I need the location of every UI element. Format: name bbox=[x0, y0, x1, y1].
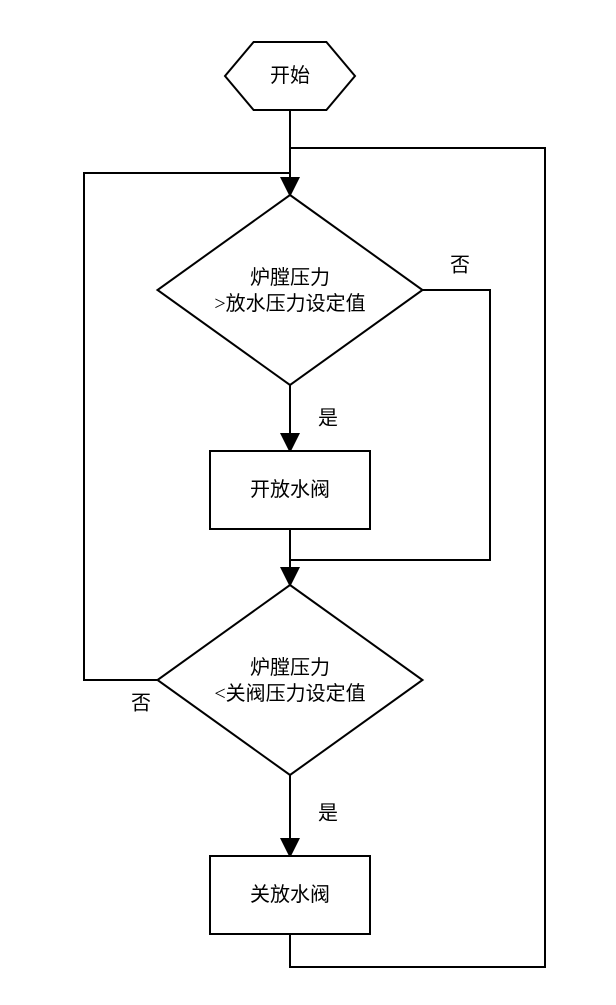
decision-drain-pressure-text-2: >放水压力设定值 bbox=[214, 292, 365, 315]
start-label: 开始 bbox=[270, 64, 310, 87]
edge-label: 否 bbox=[450, 255, 470, 277]
process-close-valve-label: 关放水阀 bbox=[250, 883, 330, 906]
edge-label: 是 bbox=[318, 408, 338, 430]
decision-close-pressure-text-1: 炉膛压力 bbox=[250, 656, 330, 679]
decision-drain-pressure-text-1: 炉膛压力 bbox=[250, 266, 330, 289]
decision-close-pressure-text-2: <关阀压力设定值 bbox=[214, 682, 365, 705]
edge-label: 否 bbox=[131, 693, 151, 715]
process-open-valve-label: 开放水阀 bbox=[250, 478, 330, 501]
edge-label: 是 bbox=[318, 803, 338, 825]
